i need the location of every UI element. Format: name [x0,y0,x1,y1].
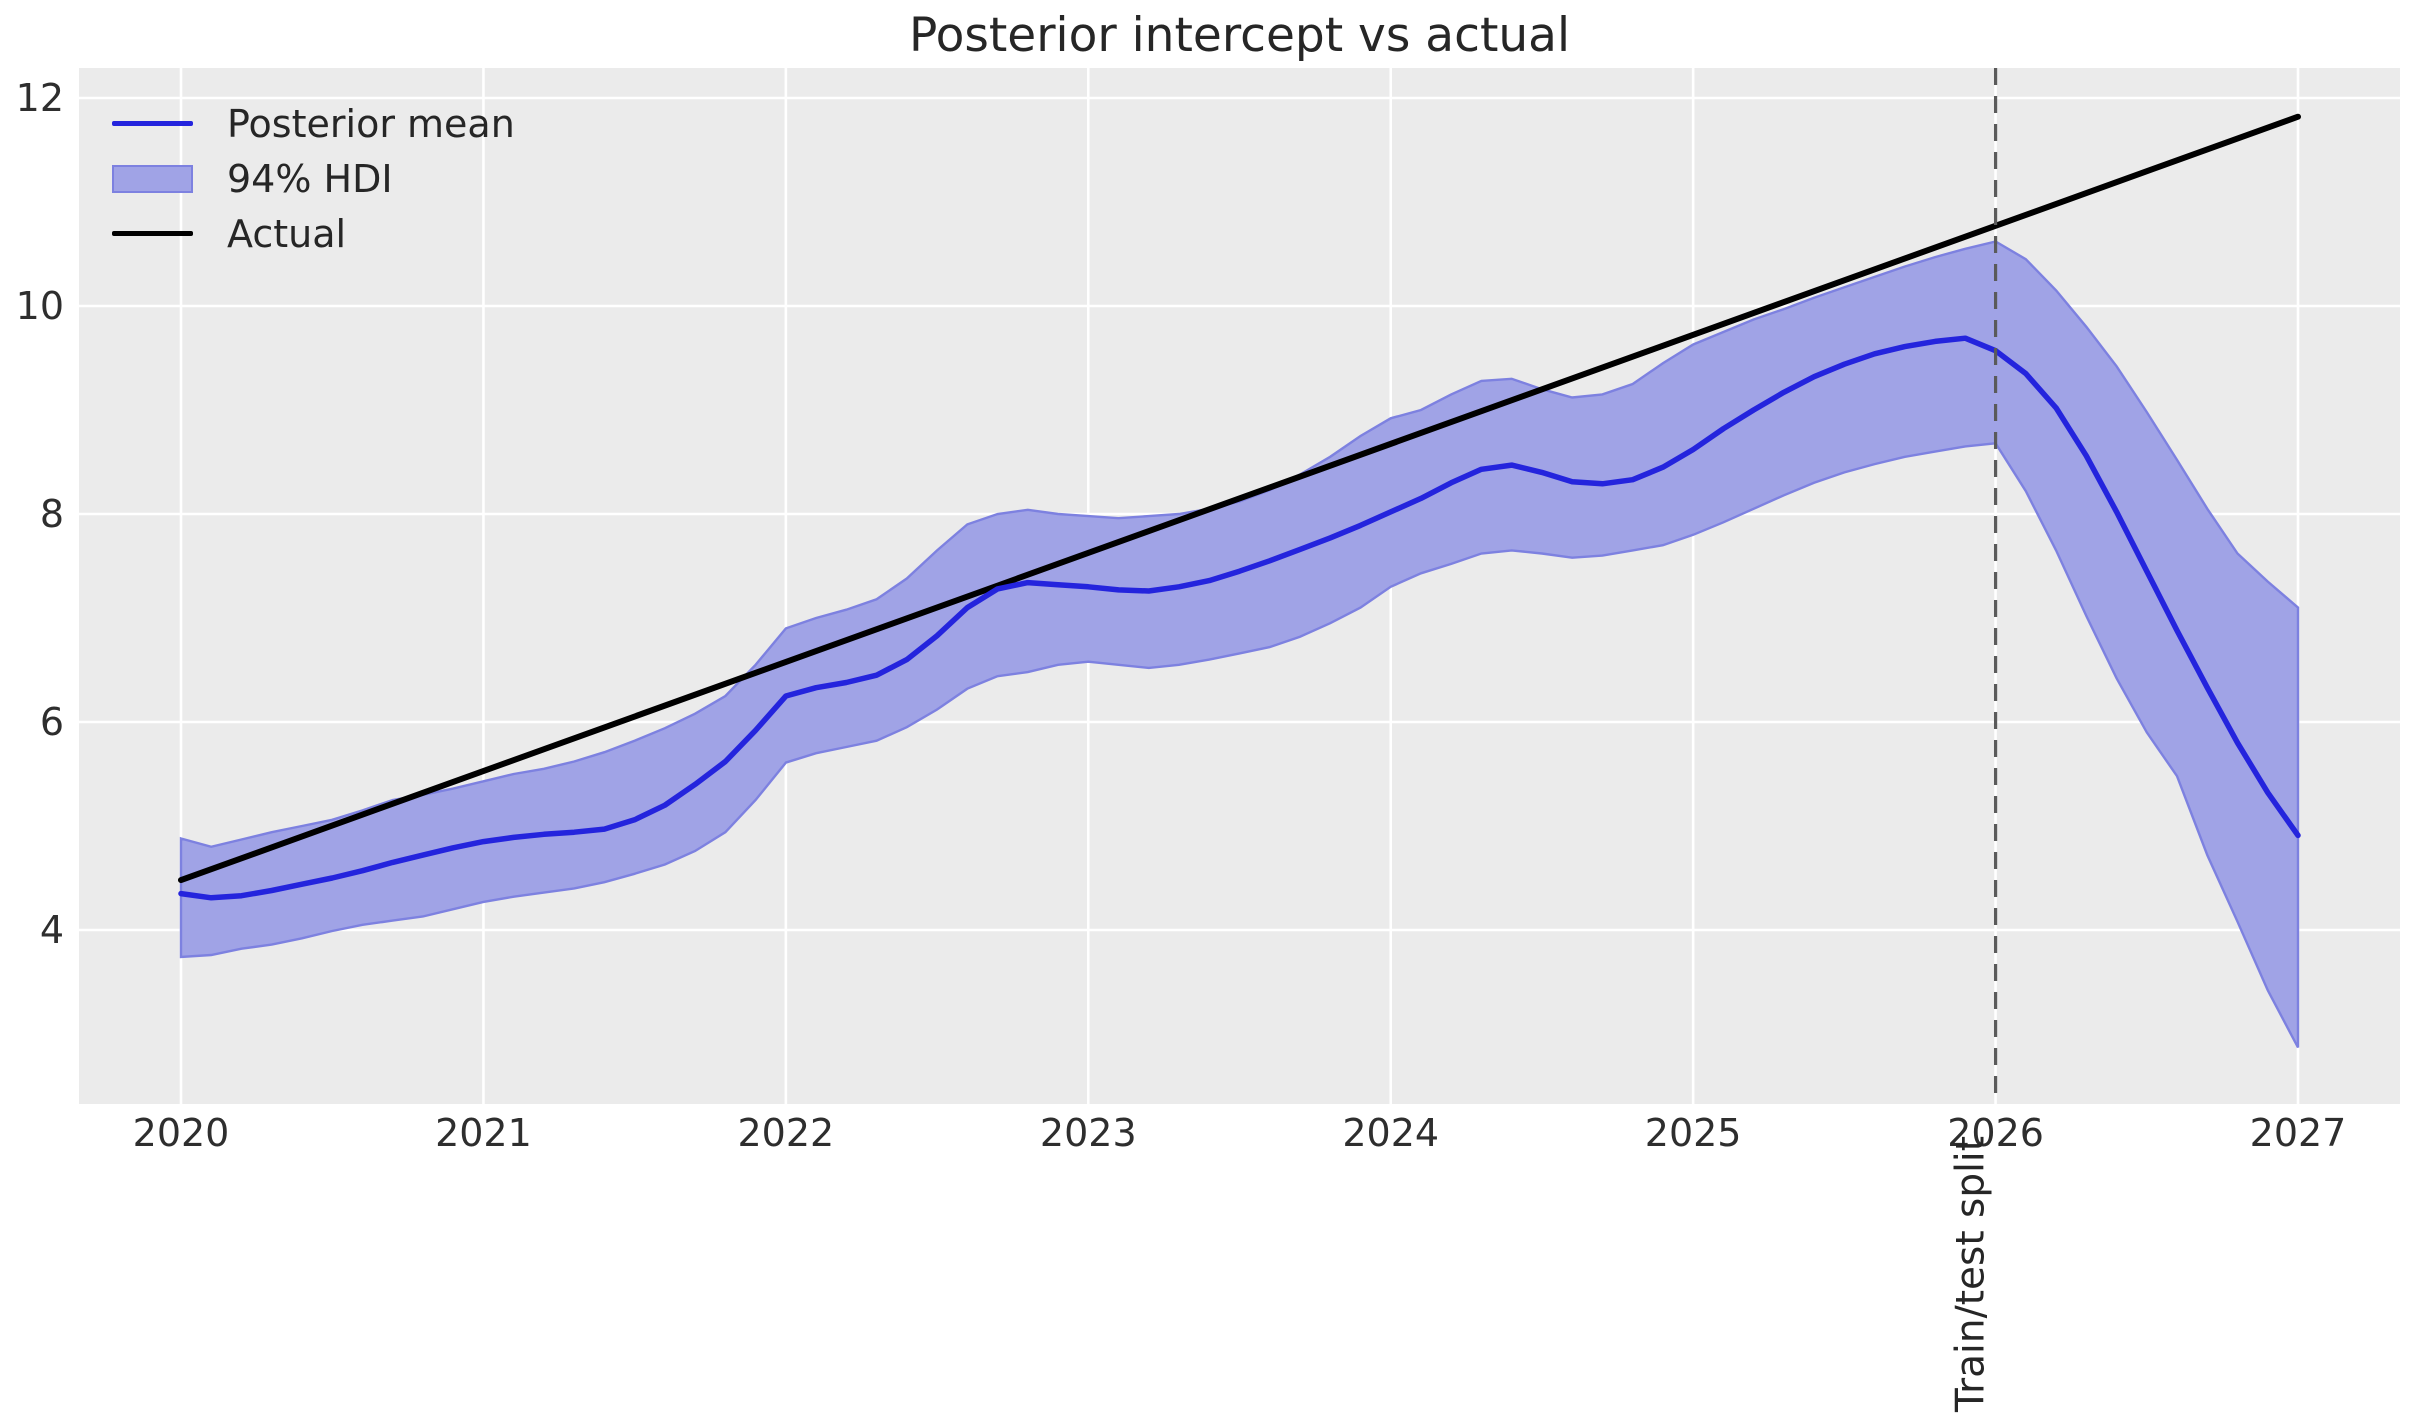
y-tick-label: 6 [40,700,64,744]
y-tick-label: 4 [40,908,64,952]
actual-line-swatch [112,231,193,236]
x-tick-label: 2027 [2250,1111,2347,1155]
x-tick-label: 2026 [1947,1111,2044,1155]
x-tick-label: 2025 [1645,1111,1742,1155]
legend-label: Actual [227,211,347,256]
train-test-split-label: Train/test split [1949,1136,1994,1413]
legend: Posterior mean 94% HDI Actual [112,96,515,261]
y-tick-label: 8 [40,492,64,536]
legend-item-actual: Actual [112,206,515,261]
legend-label: 94% HDI [227,156,393,201]
posterior-mean-line [178,335,2301,901]
x-tick-label: 2024 [1342,1111,1439,1155]
actual-line [178,113,2302,884]
legend-label: Posterior mean [227,101,515,146]
chart-title: Posterior intercept vs actual [908,8,1571,63]
hdi-band-swatch [112,164,193,193]
y-tick-label: 10 [16,284,64,328]
legend-item-posterior-mean: Posterior mean [112,96,515,151]
legend-item-hdi: 94% HDI [112,151,515,206]
x-tick-label: 2022 [738,1111,835,1155]
x-tick-label: 2023 [1040,1111,1137,1155]
y-tick-label: 12 [16,76,64,120]
hdi-band [179,240,2300,1049]
x-tick-label: 2021 [435,1111,532,1155]
posterior-mean-line-swatch [112,121,193,126]
x-tick-label: 2020 [133,1111,230,1155]
